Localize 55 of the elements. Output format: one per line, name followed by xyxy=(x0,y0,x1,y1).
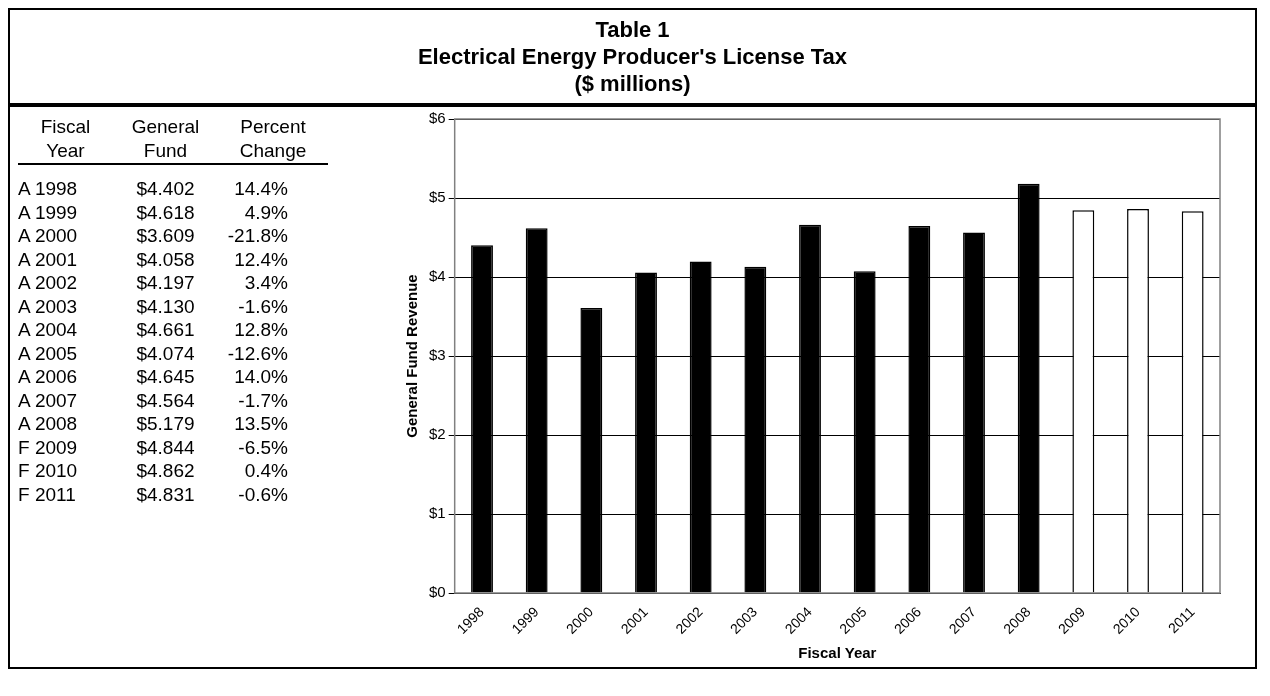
text: Percent Change xyxy=(218,115,328,165)
text: A 2005 xyxy=(18,341,79,365)
y-tick-label: $2 xyxy=(429,425,446,443)
text: $4.197 xyxy=(135,271,196,295)
text: $4.862 xyxy=(135,459,196,483)
y-tick-label: $0 xyxy=(429,583,446,601)
text: $3.609 xyxy=(135,224,196,248)
text: A 2006 xyxy=(18,365,79,389)
text: $4.074 xyxy=(135,341,196,365)
text: A 2008 xyxy=(18,412,79,436)
text: A 2007 xyxy=(18,388,79,412)
y-tick-label: $4 xyxy=(429,267,446,285)
text: Table 1 Electrical Energy Producer's License Tax ($ millions) xyxy=(10,10,1255,107)
text: F 2010 xyxy=(18,459,79,483)
y-tick-label: $6 xyxy=(429,109,446,127)
text: 3.4% xyxy=(243,271,289,295)
text: $4.058 xyxy=(135,247,196,271)
text: $5.179 xyxy=(135,412,196,436)
text: 14.4% xyxy=(233,177,289,201)
y-axis-title: General Fund Revenue xyxy=(403,274,421,438)
text: 12.8% xyxy=(233,318,289,342)
text: F 2009 xyxy=(18,435,79,459)
text: $4.618 xyxy=(135,200,196,224)
text: Fiscal Year xyxy=(18,115,113,165)
text: $4.130 xyxy=(135,294,196,318)
text: 4.9% xyxy=(243,200,289,224)
text: 12.4% xyxy=(233,247,289,271)
text: $4.402 xyxy=(135,177,196,201)
text: -0.6% xyxy=(237,482,289,506)
text: A 1999 xyxy=(18,200,79,224)
y-tick-label: $3 xyxy=(429,346,446,364)
text: F 2011 xyxy=(18,482,77,506)
text: A 1998 xyxy=(18,177,79,201)
text: 14.0% xyxy=(233,365,289,389)
text: -1.6% xyxy=(237,294,289,318)
x-axis-title: Fiscal Year xyxy=(798,644,877,662)
text: -12.6% xyxy=(226,341,289,365)
text: -6.5% xyxy=(237,435,289,459)
text: A 2003 xyxy=(18,294,79,318)
text: A 2002 xyxy=(18,271,79,295)
text: $4.831 xyxy=(135,482,196,506)
text: -21.8% xyxy=(226,224,289,248)
text: -1.7% xyxy=(237,388,289,412)
text: A 2004 xyxy=(18,318,79,342)
y-tick-label: $1 xyxy=(429,504,446,522)
text: $4.844 xyxy=(135,435,196,459)
text: $4.661 xyxy=(135,318,196,342)
text: A 2001 xyxy=(18,247,79,271)
y-tick-label: $5 xyxy=(429,188,446,206)
text: A 2000 xyxy=(18,224,79,248)
text: $4.564 xyxy=(135,388,196,412)
text: 13.5% xyxy=(233,412,289,436)
text: 0.4% xyxy=(243,459,289,483)
text: $4.645 xyxy=(135,365,196,389)
text: General Fund xyxy=(113,115,218,165)
